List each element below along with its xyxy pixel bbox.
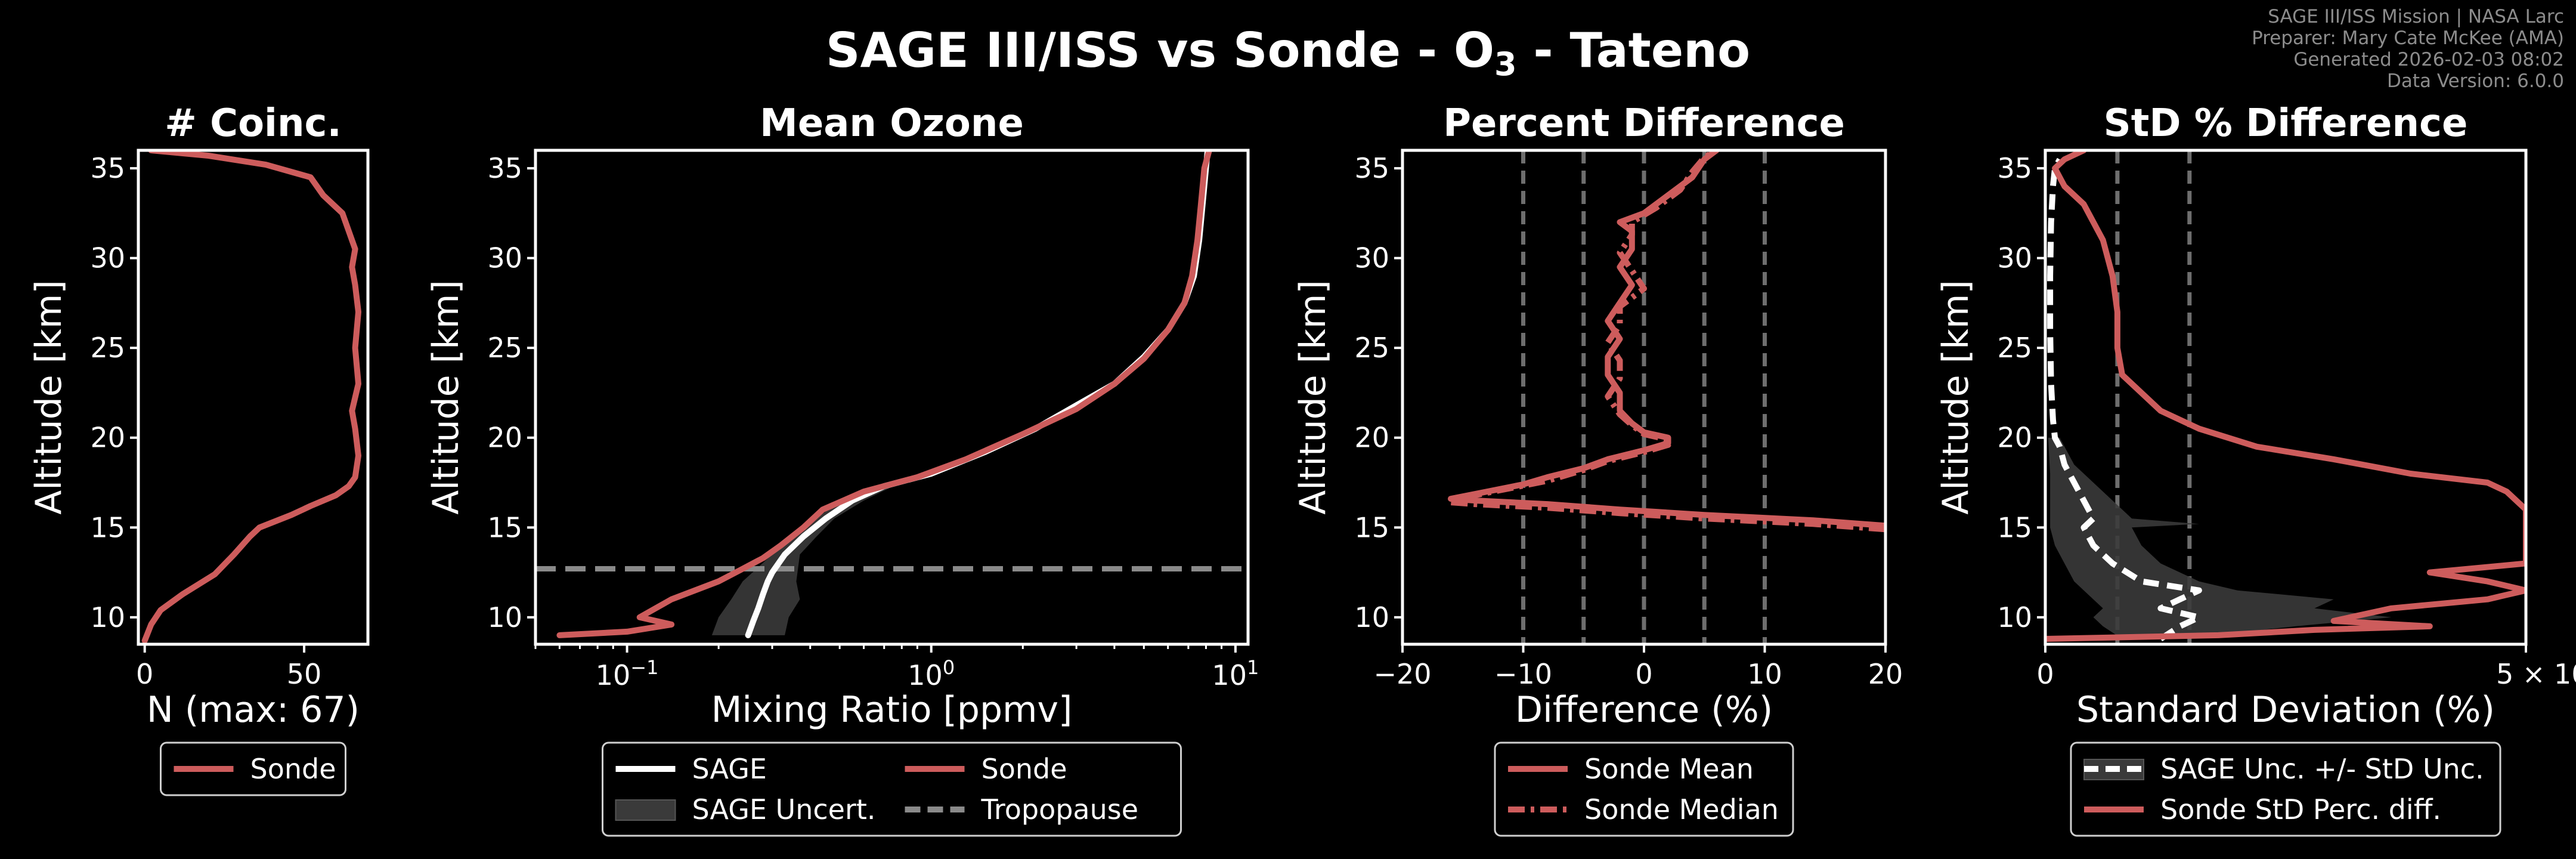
- x-axis-label: N (max: 67): [147, 689, 360, 731]
- y-tick-label: 20: [1354, 422, 1389, 454]
- x-tick-label-end: 5 × 101: [2496, 655, 2576, 690]
- y-tick-label: 10: [90, 601, 125, 634]
- uncertainty-band: [2048, 437, 2392, 639]
- legend-label-sage-unc-std-unc: SAGE Unc. +/- StD Unc.: [2160, 753, 2484, 785]
- panel-coinc: 10 15 20 25 30 35 0 50 # Coinc. N (max: 67) Altitu…: [28, 101, 370, 796]
- uncertainty-band: [711, 474, 938, 635]
- y-axis-label: Altitude [km]: [425, 280, 467, 515]
- y-axis-label: Altitude [km]: [1935, 280, 1977, 515]
- x-tick-label: 0: [136, 658, 153, 690]
- legend: SAGE Unc. +/- StD Unc. Sonde StD Perc. di…: [2070, 741, 2501, 837]
- axes-frame: [2044, 149, 2528, 646]
- y-tick-label: 30: [1997, 242, 2032, 274]
- meta-mission: SAGE III/ISS Mission | NASA Larc: [2268, 6, 2564, 27]
- y-tick-label: 10: [1997, 601, 2032, 634]
- series-sage-unc-line: [2047, 157, 2202, 642]
- x-tick-label: −10: [1494, 658, 1552, 690]
- x-axis-label: Mixing Ratio [ppmv]: [711, 689, 1073, 731]
- plot-area-mean_ozone: [535, 150, 1248, 638]
- legend-label-sonde-mean: Sonde Mean: [1584, 753, 1754, 785]
- y-tick-label: 20: [1997, 422, 2032, 454]
- y-tick-label: 20: [487, 422, 522, 454]
- legend: Sonde: [160, 741, 346, 796]
- legend-box: [2070, 741, 2501, 837]
- x-tick-label: 20: [1868, 658, 1903, 690]
- legend-label-sonde-std-perc-diff: Sonde StD Perc. diff.: [2160, 793, 2441, 826]
- plot-area-perc_diff: [1448, 150, 1885, 644]
- legend-box: [160, 741, 346, 796]
- legend-label-sonde-median: Sonde Median: [1584, 793, 1779, 826]
- y-tick-label: 30: [1354, 242, 1389, 274]
- x-tick-label: −20: [1373, 658, 1431, 690]
- meta-version: Data Version: 6.0.0: [2387, 70, 2564, 92]
- y-axis-label: Altitude [km]: [1292, 280, 1334, 515]
- panel-perc_diff: 10 15 20 25 30 35 −20 −10 0 10 20 Percent Differenc…: [1292, 101, 1903, 837]
- y-tick-label: 15: [1997, 511, 2032, 543]
- y-axis-label: Altitude [km]: [28, 280, 70, 515]
- y-tick-label: 25: [1997, 332, 2032, 364]
- legend: Sonde Mean Sonde Median: [1494, 741, 1794, 837]
- y-tick-label: 25: [90, 332, 125, 364]
- legend: SAGE SAGE Uncert. Sonde Tropopause: [602, 741, 1182, 837]
- legend-box: [602, 741, 1182, 837]
- meta-generated: Generated 2026-02-03 08:02: [2293, 49, 2564, 70]
- y-tick-label: 35: [487, 152, 522, 184]
- x-axis-label: Standard Deviation (%): [2076, 689, 2495, 731]
- y-tick-label: 35: [1354, 152, 1389, 184]
- y-tick-label: 30: [487, 242, 522, 274]
- panel-std_diff: 10 15 20 25 30 35 0 5 × 101 StD % Difference Stan…: [1935, 101, 2576, 837]
- charts-group: 10 15 20 25 30 35 0 50 # Coinc. N (max: 67) Altitu…: [28, 101, 2576, 837]
- panel-title: StD % Difference: [2104, 101, 2468, 146]
- y-tick-label: 15: [1354, 511, 1389, 543]
- series-sonde-line: [556, 150, 1212, 638]
- y-tick-label: 30: [90, 242, 125, 274]
- x-tick-label: 50: [287, 658, 322, 690]
- series-sonde-median-line: [1448, 150, 1885, 533]
- legend-label-tropopause: Tropopause: [981, 793, 1139, 826]
- panel-title: # Coinc.: [165, 101, 342, 146]
- x-tick-label: 100: [908, 656, 955, 691]
- axes-frame: [534, 149, 1250, 646]
- y-tick-label: 15: [487, 511, 522, 543]
- x-tick-label: 0: [2036, 658, 2054, 690]
- panel-mean_ozone: 10 15 20 25 30 35 10−1 100 101 Mean Ozone Mixing R…: [425, 101, 1259, 837]
- legend-box: [1494, 741, 1794, 837]
- y-tick-label: 25: [1354, 332, 1389, 364]
- panel-title: Percent Difference: [1443, 101, 1845, 146]
- y-tick-label: 15: [90, 511, 125, 543]
- legend-label-sage: SAGE: [692, 753, 767, 785]
- x-axis-label: Difference (%): [1515, 689, 1773, 731]
- x-tick-label: 10−1: [596, 656, 659, 691]
- series-sonde-line: [2045, 150, 2526, 642]
- x-tick-label: 10: [1747, 658, 1782, 690]
- panel-title: Mean Ozone: [760, 101, 1024, 146]
- meta-preparer: Preparer: Mary Cate McKee (AMA): [2252, 27, 2564, 49]
- y-tick-label: 10: [487, 601, 522, 634]
- y-tick-label: 10: [1354, 601, 1389, 634]
- y-tick-label: 35: [90, 152, 125, 184]
- figure-title: SAGE III/ISS vs Sonde - O3 - Tateno: [826, 23, 1750, 83]
- legend-swatch-sage-uncert: [615, 799, 676, 821]
- x-tick-label: 101: [1212, 656, 1259, 691]
- y-tick-label: 20: [90, 422, 125, 454]
- plot-area-coinc: [141, 150, 361, 644]
- y-tick-label: 25: [487, 332, 522, 364]
- legend-label-sage-uncert: SAGE Uncert.: [692, 793, 876, 826]
- legend-label-sonde: Sonde: [982, 753, 1067, 785]
- series-sonde-line: [141, 150, 361, 644]
- x-tick-label: 0: [1635, 658, 1652, 690]
- plot-area-std_diff: [2045, 150, 2526, 644]
- axes-frame: [137, 149, 370, 646]
- legend-label-sonde: Sonde: [250, 753, 336, 785]
- y-tick-label: 35: [1997, 152, 2032, 184]
